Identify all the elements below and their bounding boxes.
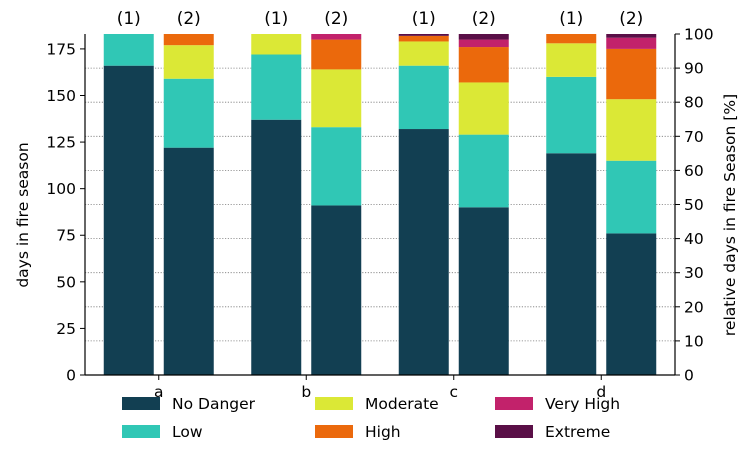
legend-label: Moderate	[365, 395, 439, 413]
bar-index-label: (2)	[177, 9, 201, 29]
bar-segment-extreme	[398, 34, 449, 36]
bar-index-label: (2)	[324, 9, 348, 29]
y2-tick-label: 30	[684, 264, 704, 282]
y-tick-label: 75	[56, 227, 76, 245]
bar-segment-low	[546, 76, 597, 154]
y2-tick-label: 100	[684, 26, 714, 44]
bar-segment-extreme	[458, 34, 509, 40]
y2-tick-label: 80	[684, 94, 704, 112]
bar-segment-low	[103, 34, 154, 66]
legend-label: Low	[172, 423, 203, 441]
y-tick-label: 50	[56, 273, 76, 291]
bar-segment-moderate	[251, 34, 302, 55]
bar-index-label: (1)	[412, 9, 436, 29]
bar-index-label: (2)	[472, 9, 496, 29]
bar-segment-no-danger	[606, 233, 657, 375]
bar-segment-low	[163, 78, 214, 148]
bar-segment-low	[606, 160, 657, 234]
bar-segment-moderate	[606, 99, 657, 161]
y2-tick-label: 90	[684, 60, 704, 78]
legend-label: No Danger	[172, 395, 256, 413]
bar-segment-moderate	[163, 45, 214, 79]
bar-segment-very-high	[311, 34, 362, 40]
bar-segment-low	[398, 65, 449, 130]
y-tick-label: 100	[46, 180, 76, 198]
legend-swatch	[495, 397, 533, 410]
bar-segment-no-danger	[251, 119, 302, 375]
legend-swatch	[315, 397, 353, 410]
legend-label: Extreme	[545, 423, 610, 441]
x-tick-label: d	[596, 383, 606, 401]
legend-swatch	[122, 425, 160, 438]
y2-axis-label: relative days in fire Season [%]	[721, 94, 739, 336]
bar-segment-high	[398, 35, 449, 42]
bar-segment-low	[458, 134, 509, 208]
y-tick-label: 175	[46, 40, 76, 58]
y-tick-label: 25	[56, 320, 76, 338]
legend-swatch	[495, 425, 533, 438]
x-axis-ticks: a b c d	[154, 375, 606, 401]
right-axis-ticks: 0 10 20 30 40 50 60 70 80 90 100	[675, 26, 714, 385]
legend: No Danger Low Moderate High Very High Extreme	[122, 395, 620, 441]
bars	[103, 34, 657, 375]
left-axis-ticks: 0 25 50 75 100 125 150 175	[46, 40, 85, 385]
legend-label: High	[365, 423, 401, 441]
legend-swatch	[315, 425, 353, 438]
bar-segment-no-danger	[458, 207, 509, 375]
bar-index-label: (2)	[619, 9, 643, 29]
y2-tick-label: 20	[684, 298, 704, 316]
bar-segment-low	[251, 54, 302, 120]
bar-segment-moderate	[311, 69, 362, 128]
y2-tick-label: 60	[684, 162, 704, 180]
bar-segment-extreme	[606, 34, 657, 38]
bar-segment-high	[311, 39, 362, 70]
legend-label: Very High	[545, 395, 620, 413]
y2-tick-label: 50	[684, 196, 704, 214]
bar-segment-moderate	[546, 43, 597, 77]
bar-segment-low	[311, 127, 362, 206]
bar-segment-very-high	[606, 37, 657, 49]
bar-index-label: (1)	[264, 9, 288, 29]
y2-tick-label: 70	[684, 128, 704, 146]
y-tick-label: 0	[66, 367, 76, 385]
x-tick-label: b	[301, 383, 311, 401]
bar-segment-no-danger	[398, 129, 449, 375]
bar-index-labels: (1) (2) (1) (2) (1) (2) (1) (2)	[117, 9, 644, 29]
bar-segment-no-danger	[103, 65, 154, 375]
y-axis-label: days in fire season	[14, 142, 32, 287]
bar-segment-high	[546, 34, 597, 44]
x-tick-label: a	[154, 383, 164, 401]
bar-segment-high	[163, 34, 214, 46]
bar-segment-moderate	[398, 41, 449, 66]
bar-segment-high	[458, 47, 509, 83]
legend-swatch	[122, 397, 160, 410]
y2-tick-label: 40	[684, 230, 704, 248]
bar-segment-no-danger	[311, 205, 362, 375]
bar-index-label: (1)	[117, 9, 141, 29]
bar-segment-no-danger	[163, 147, 214, 375]
bar-segment-moderate	[458, 82, 509, 135]
bar-segment-no-danger	[546, 153, 597, 375]
y-tick-label: 150	[46, 87, 76, 105]
bar-segment-high	[606, 48, 657, 100]
x-tick-label: c	[449, 383, 458, 401]
y-tick-label: 125	[46, 134, 76, 152]
y2-tick-label: 10	[684, 332, 704, 350]
bar-index-label: (1)	[559, 9, 583, 29]
bar-segment-very-high	[458, 39, 509, 48]
y2-tick-label: 0	[684, 367, 694, 385]
